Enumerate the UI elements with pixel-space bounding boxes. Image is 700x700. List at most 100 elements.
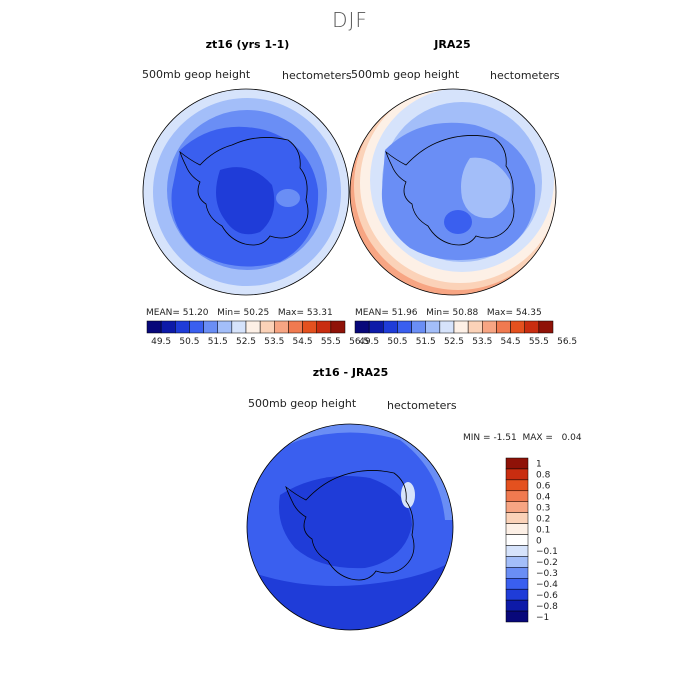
- colorbar-panel-1: 49.5 50.5 51.5 52.5 53.5 54.5 55.5 56.5: [146, 320, 369, 347]
- colorbar-tick-label: 55.5: [321, 337, 341, 347]
- colorbar-swatch: [316, 320, 332, 334]
- map-1-high-patch: [276, 189, 300, 207]
- colorbar-panel-2: 49.5 50.5 51.5 52.5 53.5 54.5 55.5 56.5: [354, 320, 577, 347]
- mean-value: 51.20: [182, 308, 209, 318]
- colorbar-tick-label: −0.1: [536, 547, 558, 557]
- colorbar-tick-label: −0.3: [536, 569, 558, 579]
- panel-1-title: zt16 (yrs 1-1): [205, 38, 290, 51]
- colorbar-swatch: [505, 545, 529, 557]
- colorbar-swatch: [505, 468, 529, 481]
- map-2-core-field: [381, 122, 536, 261]
- panel-2-stats: MEAN= 51.96 Min= 50.88 Max= 54.35: [355, 308, 542, 318]
- map-2-antarctica-coastline: [385, 135, 515, 246]
- colorbar-tick-label: 54.5: [293, 337, 313, 347]
- colorbar-swatch: [505, 457, 529, 470]
- map-zt16: [143, 89, 349, 295]
- colorbar-swatch: [505, 556, 529, 568]
- min-value: 50.88: [452, 308, 479, 318]
- colorbar-swatch: [505, 578, 529, 590]
- colorbar-tick-label: 0.8: [536, 471, 551, 481]
- colorbar-tick-label: 50.5: [179, 337, 199, 347]
- panel-2-units-label: hectometers: [490, 69, 560, 82]
- colorbar-swatch: [425, 320, 441, 334]
- colorbar-tick-label: 0.3: [536, 503, 550, 513]
- colorbar-swatch: [505, 512, 529, 524]
- map-3-deep-core: [279, 476, 412, 569]
- map-2-boundary: [349, 88, 557, 296]
- map-3-positive-patch: [401, 482, 415, 508]
- colorbar-tick-label: −0.2: [536, 558, 558, 568]
- colorbar-swatch: [288, 320, 303, 334]
- colorbar-swatch: [505, 479, 529, 492]
- colorbar-swatch: [467, 320, 483, 334]
- colorbar-tick-label: 0: [536, 536, 542, 546]
- colorbar-swatch: [259, 320, 275, 334]
- panel-1-variable-label: 500mb geop height: [142, 68, 251, 81]
- panel-2-title: JRA25: [434, 38, 471, 51]
- panel-1-units-label: hectometers: [282, 69, 352, 82]
- figure-title: DJF: [332, 8, 368, 32]
- max-label: Max=: [277, 308, 305, 318]
- panel-1-stats: MEAN= 51.20 Min= 50.25 Max= 53.31: [146, 308, 333, 318]
- colorbar-swatch: [160, 320, 176, 334]
- colorbar-swatch: [383, 320, 398, 334]
- colorbar-swatch: [453, 320, 469, 334]
- colorbar-swatch: [330, 320, 346, 334]
- colorbar-swatch: [368, 320, 384, 334]
- map-difference: [247, 424, 453, 630]
- max-value: 0.04: [561, 433, 582, 443]
- colorbar-swatch: [505, 490, 529, 502]
- colorbar-swatch: [203, 320, 218, 334]
- colorbar-swatch: [274, 320, 289, 334]
- colorbar-swatch: [245, 320, 261, 334]
- colorbar-tick-label: 53.5: [472, 337, 492, 347]
- colorbar-swatch: [397, 320, 412, 334]
- colorbar-tick-label: −0.8: [536, 602, 558, 612]
- min-label: Min=: [426, 308, 450, 318]
- panel-3-variable-label: 500mb geop height: [248, 397, 357, 410]
- max-value: 54.35: [515, 308, 542, 318]
- colorbar-swatch: [189, 320, 204, 334]
- colorbar-swatch: [505, 599, 529, 612]
- colorbar-swatch: [482, 320, 497, 334]
- map-2-light-patch: [461, 157, 511, 219]
- max-label: Max=: [486, 308, 514, 318]
- colorbar-tick-label: 54.5: [501, 337, 521, 347]
- panel-3-title: zt16 - JRA25: [312, 366, 389, 379]
- colorbar-tick-label: −0.4: [536, 580, 558, 590]
- panel-3-stats: MIN = -1.51 MAX = 0.04: [463, 433, 582, 443]
- panel-3-units-label: hectometers: [387, 399, 457, 412]
- colorbar-swatch: [505, 588, 529, 601]
- map-1-antarctica-coastline: [179, 137, 309, 246]
- map-1-deep-field: [216, 167, 275, 235]
- colorbar-tick-label: 51.5: [208, 337, 228, 347]
- colorbar-swatch: [411, 320, 426, 334]
- colorbar-tick-label: 0.4: [536, 493, 551, 503]
- max-label: MAX =: [522, 433, 553, 443]
- colorbar-swatch: [146, 320, 162, 334]
- colorbar-tick-label: −1: [536, 613, 549, 623]
- colorbar-swatch: [175, 320, 190, 334]
- colorbar-swatch: [231, 320, 247, 334]
- colorbar-difference: 10.80.60.40.30.20.10−0.1−0.2−0.3−0.4−0.6…: [505, 457, 558, 623]
- min-label: MIN =: [463, 433, 491, 443]
- colorbar-swatch: [510, 320, 525, 334]
- colorbar-swatch: [505, 610, 529, 623]
- colorbar-tick-label: 51.5: [416, 337, 436, 347]
- colorbar-swatch: [538, 320, 554, 334]
- colorbar-swatch: [505, 534, 529, 546]
- panel-2-variable-label: 500mb geop height: [351, 68, 460, 81]
- mean-value: 51.96: [391, 308, 418, 318]
- colorbar-tick-label: 50.5: [387, 337, 407, 347]
- map-3-antarctica-coastline: [285, 470, 415, 581]
- map-1-boundary: [142, 88, 350, 296]
- map-3-boundary: [246, 423, 454, 631]
- colorbar-tick-label: 0.6: [536, 482, 551, 492]
- colorbar-tick-label: 1: [536, 460, 542, 470]
- colorbar-tick-label: −0.6: [536, 591, 558, 601]
- colorbar-tick-label: 52.5: [236, 337, 256, 347]
- colorbar-swatch: [302, 320, 317, 334]
- colorbar-tick-label: 0.1: [536, 525, 550, 535]
- colorbar-tick-label: 53.5: [264, 337, 284, 347]
